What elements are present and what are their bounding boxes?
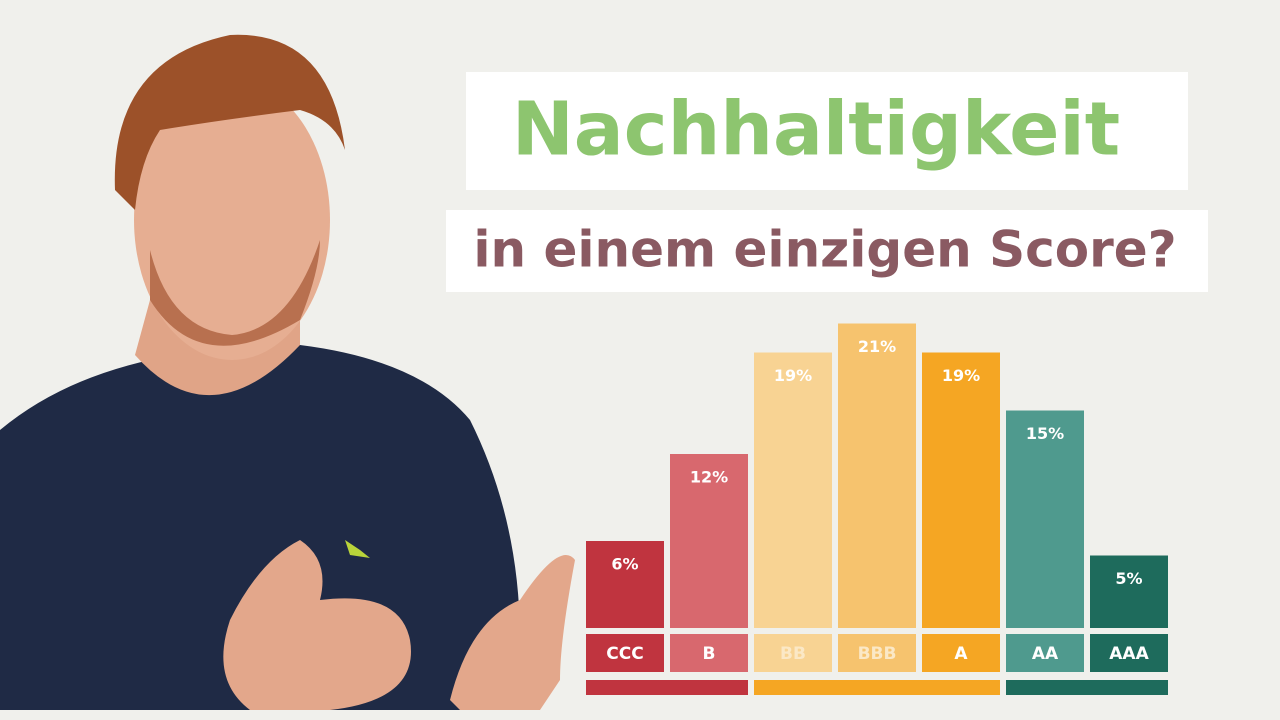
category-box <box>838 634 916 672</box>
face <box>134 80 330 360</box>
category-label: BBB <box>858 644 897 664</box>
bar <box>586 541 664 628</box>
category-label: CCC <box>606 644 643 664</box>
value-label: 12% <box>690 468 728 487</box>
beard <box>150 240 320 346</box>
category-label: B <box>703 644 716 664</box>
category-label: A <box>954 644 968 664</box>
category-label: AA <box>1032 644 1059 664</box>
group-bar <box>754 680 1000 695</box>
subtitle: in einem einzigen Score? <box>473 221 1176 279</box>
category-box <box>922 634 1000 672</box>
bar <box>1090 555 1168 628</box>
group-bar <box>1006 680 1168 695</box>
logo <box>345 540 370 558</box>
value-label: 15% <box>1026 424 1064 443</box>
right-hand <box>450 555 575 710</box>
value-label: 21% <box>858 337 896 356</box>
category-box <box>1006 634 1084 672</box>
subtitle-box <box>446 210 1208 292</box>
category-box <box>586 634 664 672</box>
group-bar <box>586 680 748 695</box>
hair <box>114 34 345 210</box>
category-label: BB <box>780 644 806 664</box>
bar <box>670 454 748 628</box>
category-box <box>670 634 748 672</box>
bar <box>754 352 832 628</box>
category-box <box>1090 634 1168 672</box>
value-label: 5% <box>1115 569 1142 588</box>
left-hand <box>223 540 411 710</box>
sweater <box>0 345 540 710</box>
category-label: AAA <box>1109 644 1149 664</box>
title: Nachhaltigkeit <box>512 87 1120 173</box>
value-label: 6% <box>611 555 638 574</box>
bar <box>838 323 916 628</box>
value-label: 19% <box>942 366 980 385</box>
category-box <box>754 634 832 672</box>
value-label: 19% <box>774 366 812 385</box>
title-box <box>466 72 1188 190</box>
person <box>0 34 575 710</box>
bar <box>922 352 1000 628</box>
bar <box>1006 410 1084 628</box>
